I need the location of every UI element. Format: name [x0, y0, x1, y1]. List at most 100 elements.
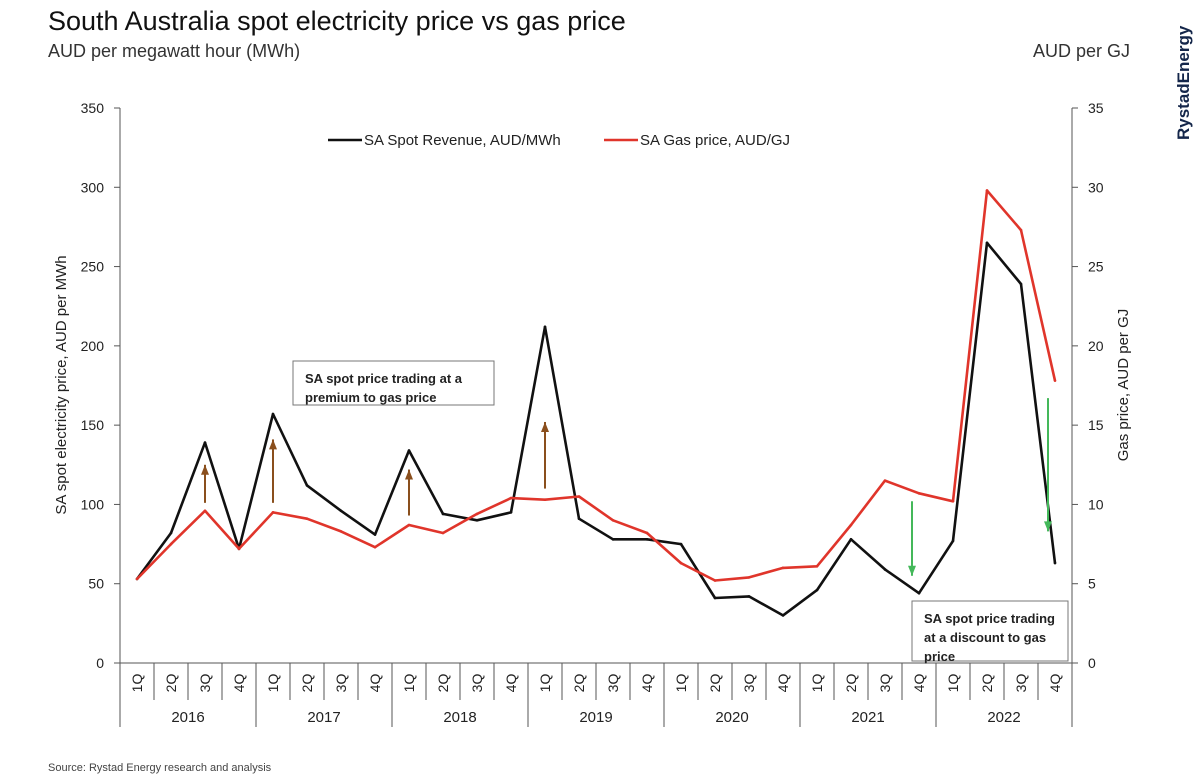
spot-revenue-point	[645, 538, 649, 541]
gas-price-point	[203, 509, 207, 513]
year-label: 2020	[715, 709, 748, 726]
y2-tick-label: 0	[1088, 655, 1096, 671]
y-tick-label: 250	[81, 259, 105, 275]
gas-price-point	[951, 499, 955, 503]
y-tick-label: 200	[81, 338, 105, 354]
y-tick-label: 350	[81, 100, 105, 116]
quarter-label: 2Q	[299, 674, 315, 693]
year-label: 2017	[307, 709, 340, 726]
discount-note-box	[911, 600, 1069, 662]
y2-axis-label: Gas price, AUD per GJ	[1115, 309, 1132, 462]
quarter-label: 3Q	[605, 674, 621, 693]
premium-arrow-head	[405, 469, 413, 480]
y2-tick-label: 20	[1088, 338, 1104, 354]
quarter-label: 2Q	[435, 674, 451, 693]
spot-revenue-point	[883, 568, 887, 571]
year-label: 2019	[579, 709, 612, 726]
gas-price-point	[917, 492, 921, 495]
spot-revenue-point	[339, 509, 343, 513]
quarter-label: 1Q	[945, 674, 961, 693]
source-note: Source: Rystad Energy research and analy…	[48, 762, 272, 774]
spot-revenue-point	[203, 441, 207, 444]
gas-price-point	[475, 512, 479, 516]
spot-revenue-point	[577, 517, 581, 520]
quarter-label: 1Q	[809, 674, 825, 693]
gas-price-point	[271, 511, 275, 514]
spot-revenue-point	[305, 484, 309, 487]
y-tick-label: 100	[81, 496, 105, 512]
discount-note-text: SA spot price trading	[924, 611, 1055, 626]
quarter-label: 3Q	[1013, 674, 1029, 693]
spot-revenue-point	[713, 596, 717, 600]
premium-note-text: premium to gas price	[305, 390, 436, 405]
gas-price-point	[1019, 228, 1023, 232]
spot-revenue-point	[679, 542, 683, 546]
quarter-label: 2Q	[979, 674, 995, 693]
discount-note-text: price	[924, 649, 955, 664]
gas-price-point	[305, 517, 309, 520]
gas-price-point	[747, 576, 751, 579]
gas-price-point	[815, 564, 819, 568]
y2-tick-label: 10	[1088, 496, 1104, 512]
spot-revenue-point	[951, 539, 955, 543]
y2-tick-label: 25	[1088, 259, 1104, 275]
spot-revenue-point	[271, 412, 275, 416]
quarter-label: 3Q	[333, 674, 349, 693]
spot-revenue-point	[1019, 282, 1023, 286]
axes	[114, 107, 1078, 664]
gas-price-point	[1053, 379, 1057, 383]
y2-tick-label: 5	[1088, 576, 1096, 592]
quarter-label: 4Q	[1047, 674, 1063, 693]
year-label: 2018	[443, 709, 476, 726]
discount-arrow-head	[1044, 521, 1052, 532]
quarter-label: 2Q	[571, 674, 587, 693]
y2-tick-label: 15	[1088, 417, 1104, 433]
gas-price-point	[985, 189, 989, 192]
annotation-arrows	[201, 398, 1052, 576]
quarter-label: 1Q	[401, 674, 417, 693]
legend: SA Spot Revenue, AUD/MWh SA Gas price, AU…	[328, 132, 790, 149]
gas-price-point	[679, 561, 683, 565]
tick-labels: 0 50 100 150 200 250 300 350 0 5 10 15 20 25 30 35	[81, 100, 1104, 671]
spot-revenue-point	[475, 518, 479, 522]
annotation-boxes: SA spot price trading at a premium to gas…	[292, 360, 1069, 664]
gas-price-point	[339, 530, 343, 533]
spot-revenue-point	[849, 538, 853, 541]
y-tick-label: 50	[88, 576, 104, 592]
chart-title: South Australia spot electricity price v…	[48, 6, 626, 36]
year-label: 2022	[987, 709, 1020, 726]
right-unit-label: AUD per GJ	[1032, 41, 1130, 61]
gas-price-point	[135, 577, 139, 581]
quarter-label: 1Q	[537, 674, 553, 693]
quarter-label: 4Q	[911, 674, 927, 693]
x-axis: 1Q 2Q 3Q 4Q 1Q 2Q 3Q 4Q 1Q 2Q 3Q 4Q 1Q 2Q 3Q 4Q 1Q 2Q 3Q 4Q…	[119, 663, 1073, 727]
quarter-label: 1Q	[129, 674, 145, 693]
quarter-label: 4Q	[503, 674, 519, 693]
y2-tick-label: 35	[1088, 100, 1104, 116]
gas-price-point	[509, 496, 513, 500]
gas-price-point	[373, 545, 377, 549]
legend-label-spot: SA Spot Revenue, AUD/MWh	[364, 132, 561, 149]
spot-revenue-point	[407, 449, 411, 452]
y-tick-label: 300	[81, 179, 105, 195]
gas-price-point	[645, 531, 649, 535]
gas-price-point	[169, 542, 173, 546]
spot-revenue-point	[611, 538, 615, 541]
spot-revenue-point	[373, 533, 377, 536]
gas-price-line	[136, 189, 1057, 582]
discount-note-text: at a discount to gas	[924, 630, 1046, 645]
quarter-label: 4Q	[367, 674, 383, 693]
series-lines	[135, 189, 1057, 617]
quarter-label: 4Q	[231, 674, 247, 693]
y-axis-label: SA spot electricity price, AUD per MWh	[53, 255, 70, 514]
spot-revenue-point	[509, 511, 513, 514]
premium-arrow-head	[201, 464, 209, 475]
quarter-label: 2Q	[707, 674, 723, 693]
spot-revenue-point	[985, 241, 989, 245]
y-tick-label: 0	[96, 655, 104, 671]
quarter-label: 3Q	[469, 674, 485, 693]
spot-revenue-point	[441, 512, 445, 516]
quarter-label: 1Q	[673, 674, 689, 693]
spot-revenue-point	[747, 595, 751, 598]
